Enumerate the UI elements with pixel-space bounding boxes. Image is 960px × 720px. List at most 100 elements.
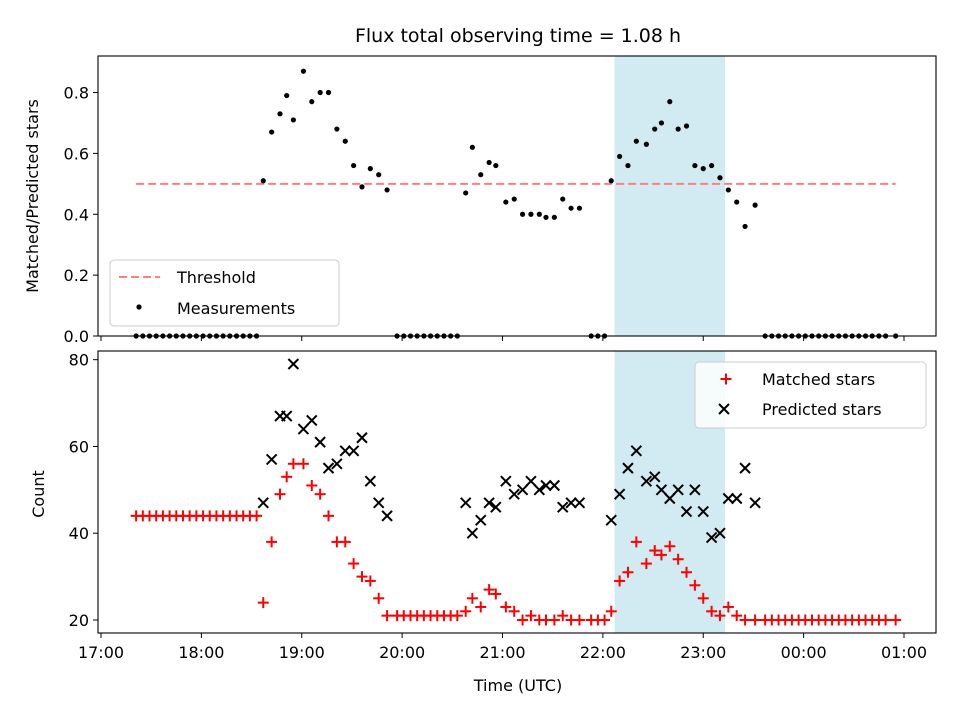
predicted-star-point — [508, 488, 520, 500]
predicted-star-point — [605, 514, 617, 526]
matched-star-point — [630, 536, 642, 548]
matched-star-point — [274, 488, 286, 500]
matched-star-point — [714, 610, 726, 622]
measurement-point — [528, 211, 534, 217]
x-tick-label: 22:00 — [580, 643, 626, 662]
measurement-point — [667, 99, 673, 105]
bottom-panel: 20 40 60 80 17:00 18:00 19:00 20:00 21:00 22:00 23… — [29, 350, 937, 695]
measurement-point — [536, 211, 542, 217]
top-y-axis-label: Matched/Predicted stars — [23, 99, 42, 293]
legend-measurements-swatch — [136, 304, 142, 310]
predicted-star-point — [339, 445, 351, 457]
top-legend: Threshold Measurements — [109, 259, 340, 327]
x-tick-label: 18:00 — [178, 643, 224, 662]
measurement-point — [625, 162, 631, 169]
predicted-star-point — [664, 492, 676, 505]
predicted-star-point — [381, 510, 393, 522]
matched-star-point — [356, 571, 368, 583]
measurement-point — [290, 117, 296, 123]
measurement-point — [576, 205, 583, 211]
measurement-point — [543, 214, 549, 220]
matched-star-point — [672, 553, 684, 565]
predicted-star-point — [297, 423, 310, 435]
measurement-point — [269, 129, 275, 135]
measurement-point — [325, 89, 332, 96]
matched-star-point — [483, 584, 495, 596]
measurement-point — [359, 184, 365, 190]
measurement-point — [511, 196, 517, 202]
x-tick-label: 23:00 — [680, 643, 726, 662]
measurement-point — [367, 166, 373, 172]
measurement-point — [560, 196, 566, 202]
predicted-star-point — [630, 445, 643, 457]
measurement-point — [568, 205, 574, 211]
matched-star-point — [649, 545, 661, 557]
matched-star-point — [573, 614, 585, 626]
predicted-star-point — [649, 471, 661, 483]
matched-star-point — [640, 558, 652, 570]
matched-star-point — [681, 566, 693, 578]
matched-star-point — [306, 479, 318, 491]
predicted-star-point — [714, 527, 726, 539]
matched-star-point — [622, 566, 634, 578]
predicted-star-point — [483, 497, 495, 509]
matched-stars-points — [130, 458, 902, 626]
matched-star-point — [266, 536, 278, 548]
predicted-star-point — [672, 484, 684, 496]
predicted-star-point — [565, 497, 577, 509]
matched-star-point — [364, 575, 376, 587]
matched-star-point — [257, 597, 269, 609]
matched-star-point — [314, 488, 326, 500]
matched-star-point — [373, 592, 385, 604]
top-highlight-span — [614, 56, 725, 336]
predicted-star-point — [459, 497, 472, 509]
measurement-point — [493, 162, 499, 169]
matched-star-point — [722, 601, 734, 613]
measurement-point — [709, 162, 715, 169]
matched-star-point — [517, 614, 529, 626]
predicted-star-point — [705, 531, 718, 544]
legend-threshold-label: Threshold — [176, 268, 256, 287]
predicted-star-point — [490, 501, 502, 513]
measurement-point — [334, 126, 340, 132]
measurement-point — [486, 159, 492, 166]
legend-measurements-label: Measurements — [177, 299, 295, 318]
measurement-point — [734, 199, 740, 205]
matched-star-point — [297, 458, 309, 470]
x-tick-label: 20:00 — [379, 643, 425, 662]
measurement-point — [658, 120, 665, 126]
top-legend-box — [109, 259, 340, 327]
predicted-star-point — [287, 358, 300, 370]
bottom-y-tick-label: 80 — [69, 351, 89, 370]
measurement-point — [551, 214, 557, 220]
matched-star-point — [348, 558, 360, 570]
measurement-point — [519, 211, 526, 217]
predicted-star-point — [722, 492, 735, 505]
predicted-star-point — [548, 479, 561, 492]
matched-star-point — [381, 610, 393, 622]
measurement-point — [300, 68, 307, 74]
measurement-point — [351, 162, 357, 169]
predicted-star-point — [516, 484, 529, 496]
predicted-star-point — [749, 497, 761, 509]
legend-matched-swatch — [720, 373, 732, 385]
predicted-star-point — [557, 501, 569, 513]
measurement-point — [652, 126, 658, 132]
matched-star-point — [605, 605, 617, 617]
legend-predicted-label: Predicted stars — [762, 400, 882, 419]
matched-star-point — [460, 605, 472, 617]
measurement-point — [742, 223, 748, 230]
x-axis-label: Time (UTC) — [473, 676, 562, 695]
measurement-point — [692, 162, 698, 169]
top-y-tick-label: 0.2 — [64, 266, 89, 285]
predicted-star-point — [655, 484, 668, 496]
measurement-point — [463, 190, 469, 196]
matched-star-point — [500, 601, 512, 613]
x-tick-label: 17:00 — [78, 643, 124, 662]
bottom-axes: 20 40 60 80 17:00 18:00 19:00 20:00 21:00 22:00 23… — [69, 350, 937, 662]
matched-star-point — [614, 575, 626, 587]
x-tick-label: 19:00 — [279, 643, 325, 662]
bottom-y-tick-label: 20 — [69, 611, 89, 630]
predicted-star-point — [306, 414, 318, 427]
